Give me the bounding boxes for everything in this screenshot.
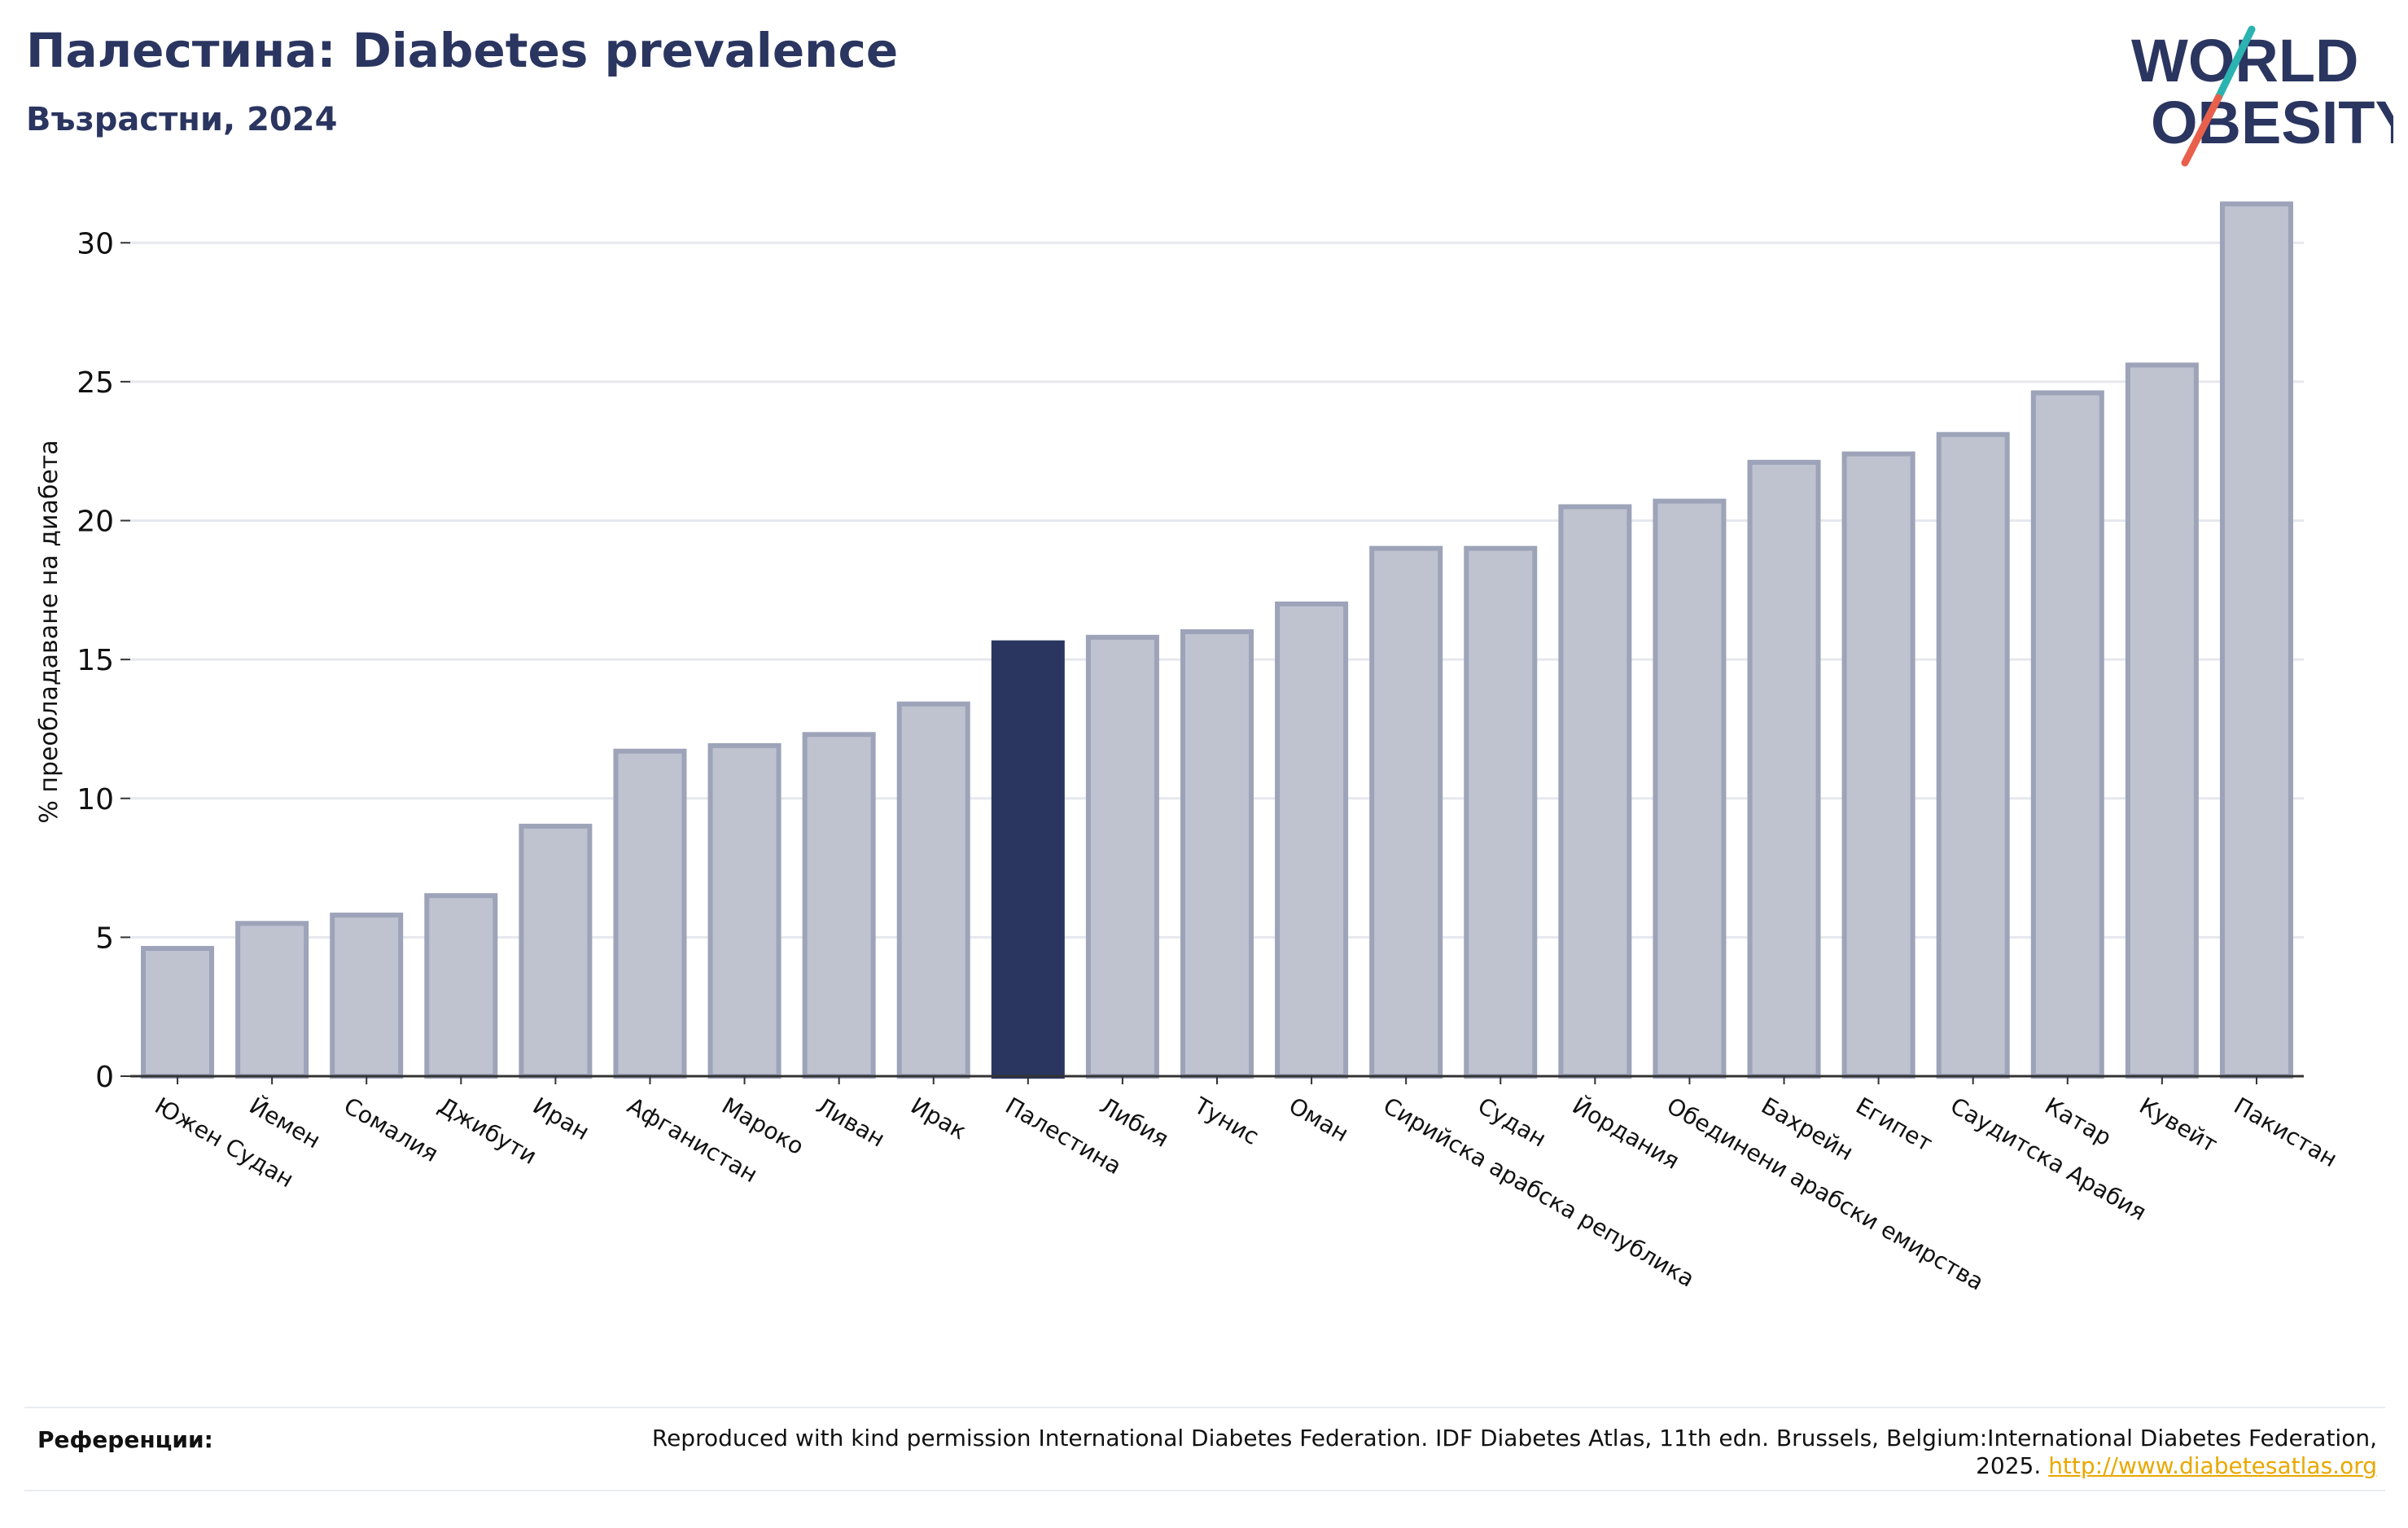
references-link[interactable]: http://www.diabetesatlas.org	[2048, 1452, 2377, 1479]
bar-15	[1558, 504, 1632, 1079]
bar-2	[330, 913, 404, 1079]
y-tick-label: 25	[77, 366, 114, 400]
x-tick-label: Сомалия	[339, 1092, 443, 1167]
x-tick-label: Йемен	[245, 1092, 326, 1154]
references-label: Референции:	[37, 1426, 213, 1453]
bar-6	[707, 742, 782, 1079]
y-tick-label: 20	[77, 506, 114, 539]
references-body: Reproduced with kind permission Internat…	[651, 1425, 2377, 1479]
x-tick-label: Египет	[1851, 1092, 1937, 1157]
x-tick-label: Оман	[1285, 1092, 1354, 1147]
x-tick-label: Ирак	[906, 1092, 971, 1145]
x-tick-label: Иран	[528, 1092, 594, 1145]
bar-3	[424, 893, 498, 1079]
y-tick-label: 5	[95, 922, 114, 955]
bar-22	[2219, 201, 2293, 1079]
y-tick-label: 15	[77, 644, 114, 677]
references-text: Reproduced with kind permission Internat…	[586, 1425, 2377, 1480]
bar-18	[1841, 451, 1915, 1079]
axis-layer	[120, 242, 2304, 1084]
bar-1	[235, 921, 309, 1079]
x-tick-label: Джибути	[434, 1092, 541, 1169]
footer-divider-bottom	[24, 1490, 2385, 1491]
y-tick-label: 0	[95, 1061, 114, 1094]
logo-slash-top	[2214, 25, 2256, 102]
bar-10	[1085, 634, 1159, 1079]
x-tick-label: Ливан	[812, 1092, 889, 1152]
bar-20	[2030, 390, 2104, 1079]
x-tick-label: Либия	[1095, 1092, 1173, 1152]
x-tick-label: Кувейт	[2134, 1092, 2222, 1158]
bar-16	[1653, 498, 1727, 1079]
x-tick-label: Тунис	[1189, 1092, 1263, 1150]
bar-13	[1369, 545, 1443, 1079]
bar-11	[1180, 629, 1254, 1079]
bar-12	[1275, 601, 1349, 1079]
bar-21	[2125, 362, 2199, 1079]
chart-title: Палестина: Diabetes prevalence	[26, 23, 899, 78]
footer-divider-top	[24, 1407, 2385, 1408]
x-tick-label: Судан	[1473, 1092, 1551, 1152]
x-tick-label: Пакистан	[2229, 1092, 2341, 1172]
bar-14	[1464, 545, 1538, 1079]
bar-4	[519, 823, 593, 1079]
bar-17	[1747, 459, 1821, 1079]
y-tick-label: 30	[77, 227, 114, 261]
bar-8	[896, 701, 970, 1079]
y-tick-label: 10	[77, 783, 114, 817]
logo-slash-bottom	[2181, 94, 2222, 167]
bar-7	[802, 732, 876, 1079]
bar-19	[1936, 431, 2010, 1079]
y-axis-label: % преобладаване на диабета	[35, 440, 63, 823]
bar-layer	[141, 201, 2293, 1079]
world-obesity-logo: WORLD OBESITY	[2131, 25, 2393, 167]
bar-5	[613, 748, 687, 1079]
bar-0	[141, 946, 215, 1079]
x-tick-label: Катар	[2040, 1092, 2116, 1151]
x-tick-label: Йордания	[1568, 1092, 1684, 1175]
bar-9	[991, 640, 1065, 1079]
x-tick-label: Обединени арабски емирства	[1662, 1092, 1989, 1295]
chart-subtitle: Възрастни, 2024	[26, 101, 338, 138]
